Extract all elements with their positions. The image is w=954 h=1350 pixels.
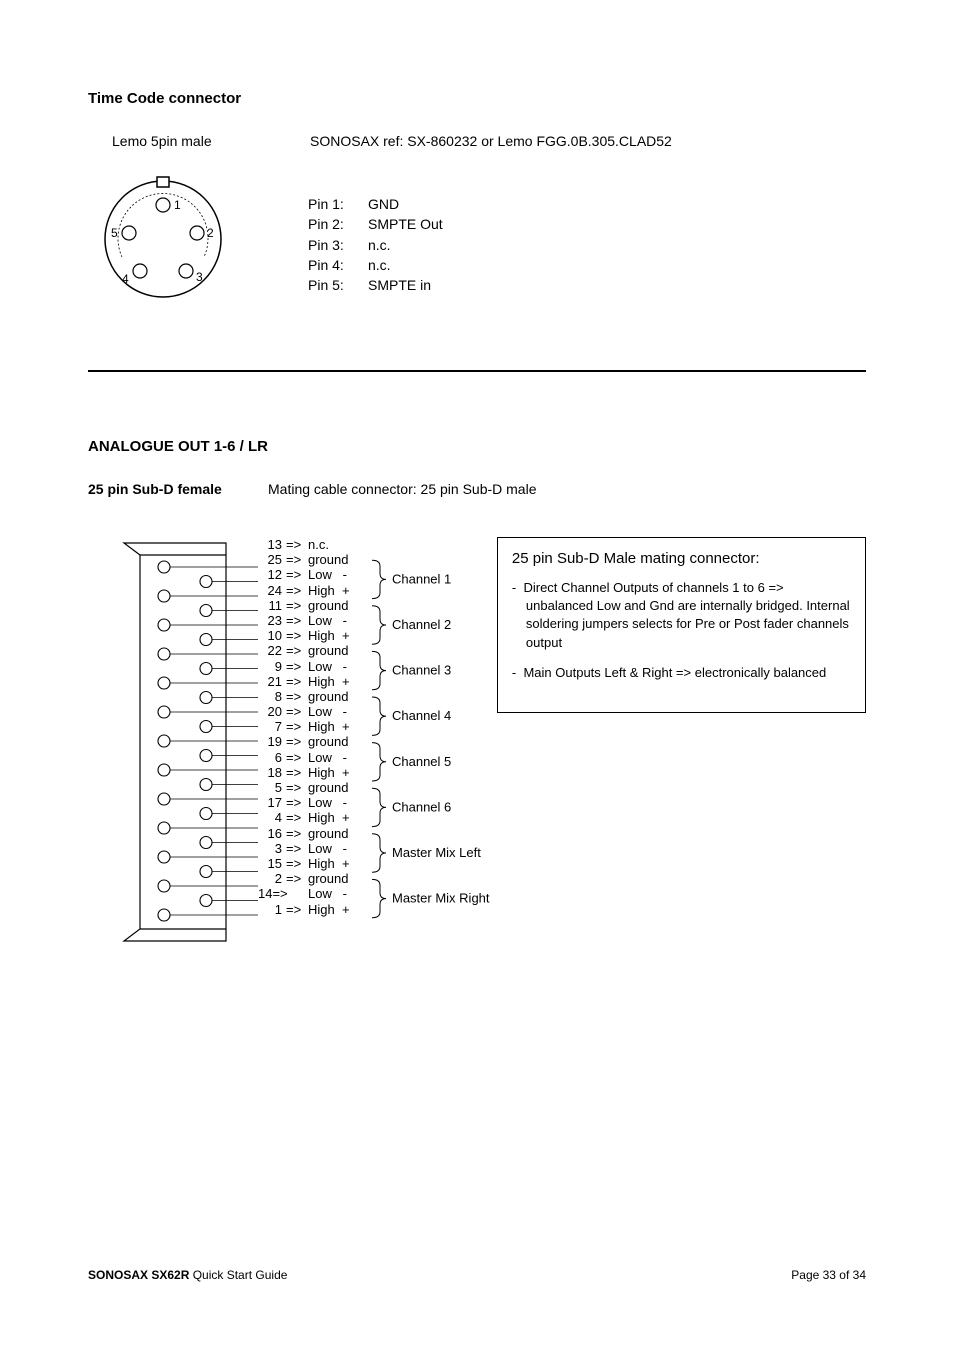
svg-text:Channel 6: Channel 6 [392, 799, 451, 814]
svg-text:Master Mix Right: Master Mix Right [392, 891, 490, 906]
svg-text:4: 4 [122, 272, 129, 286]
section2-title: ANALOGUE OUT 1-6 / LR [88, 438, 866, 455]
lemo-subtitle-left: Lemo 5pin male [112, 133, 310, 149]
subd-notes-box: 25 pin Sub-D Male mating connector: - Di… [497, 537, 866, 713]
page-footer: SONOSAX SX62R Quick Start Guide Page 33 … [88, 1268, 866, 1282]
subd-header-right: Mating cable connector: 25 pin Sub-D mal… [268, 481, 536, 497]
section1-title: Time Code connector [88, 90, 866, 107]
channel-brackets: Channel 1 Channel 2 Channel 3 Channel 4 Chan… [368, 543, 528, 943]
svg-text:Channel 5: Channel 5 [392, 754, 451, 769]
subd-header-left: 25 pin Sub-D female [88, 481, 268, 497]
svg-text:Channel 3: Channel 3 [392, 663, 451, 678]
section-divider [88, 370, 866, 372]
svg-text:3: 3 [196, 270, 203, 284]
subd-left-block: 13=>n.c.25=>ground12=>Low -24=>High +11=… [88, 537, 497, 917]
svg-text:Channel 1: Channel 1 [392, 571, 451, 586]
svg-text:Channel 4: Channel 4 [392, 708, 451, 723]
footer-page: Page 33 of 34 [791, 1268, 866, 1282]
svg-text:Channel 2: Channel 2 [392, 617, 451, 632]
notes-title: 25 pin Sub-D Male mating connector: [512, 550, 851, 567]
svg-text:1: 1 [174, 198, 181, 212]
section-timecode: Time Code connector Lemo 5pin male SONOS… [88, 90, 866, 322]
svg-text:2: 2 [207, 226, 214, 240]
section-analogue-out: ANALOGUE OUT 1-6 / LR 25 pin Sub-D femal… [88, 438, 866, 917]
lemo-subtitle-right: SONOSAX ref: SX-860232 or Lemo FGG.0B.30… [310, 133, 672, 149]
svg-text:5: 5 [111, 226, 118, 240]
note-item: - Direct Channel Outputs of channels 1 t… [512, 579, 851, 652]
note-item: - Main Outputs Left & Right => electroni… [512, 664, 851, 682]
subd-connector-diagram [118, 537, 258, 947]
svg-text:Master Mix Left: Master Mix Left [392, 845, 481, 860]
lemo-diagram: 1 2 3 4 5 [88, 159, 308, 322]
footer-left: SONOSAX SX62R Quick Start Guide [88, 1268, 287, 1282]
lemo-pin-table: Pin 1:GND Pin 2:SMPTE Out Pin 3:n.c. Pin… [308, 159, 866, 322]
